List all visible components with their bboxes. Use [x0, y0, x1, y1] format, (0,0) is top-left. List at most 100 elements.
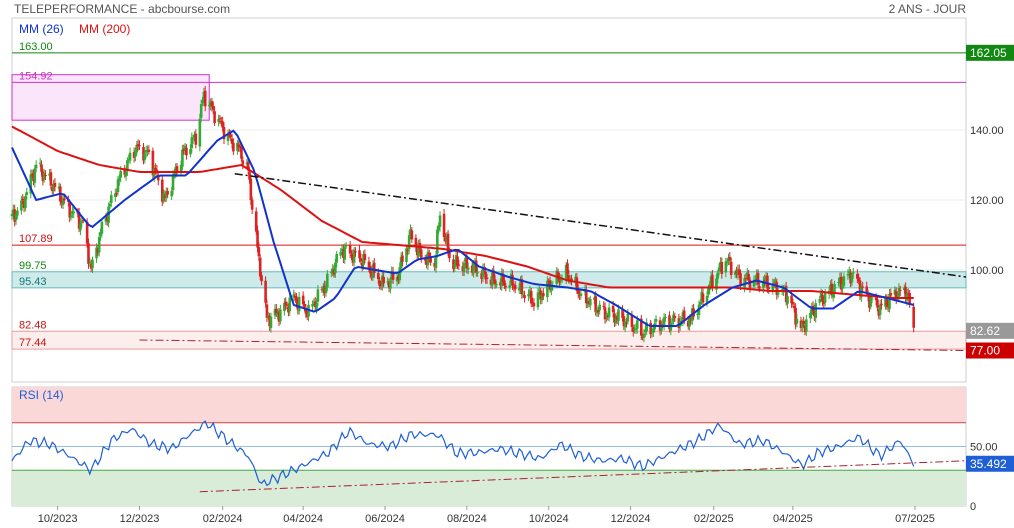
- candle-body: [664, 316, 667, 318]
- candle-body: [427, 253, 431, 258]
- candle-body: [194, 133, 198, 145]
- candle-body: [745, 272, 749, 278]
- candle-body: [151, 150, 155, 176]
- candle-body: [269, 316, 273, 328]
- candle-body: [305, 312, 309, 317]
- candle-body: [203, 90, 207, 107]
- candle-body: [87, 243, 90, 264]
- candle-body: [889, 293, 893, 296]
- candle-body: [894, 291, 898, 300]
- candle-body: [838, 277, 842, 284]
- candle-body: [597, 310, 600, 313]
- candle-body: [519, 280, 522, 290]
- price-badge-82.62: [966, 322, 1014, 339]
- candle-body: [586, 302, 589, 304]
- candle-body: [226, 133, 230, 141]
- candle-body: [476, 271, 479, 274]
- candle-body: [709, 276, 713, 285]
- candle-body: [660, 325, 663, 331]
- candle-body: [850, 274, 854, 283]
- candle-body: [128, 152, 132, 161]
- candle-body: [108, 203, 112, 206]
- candle-body: [672, 314, 675, 322]
- candle-body: [589, 299, 592, 306]
- level-label-95.43: 95.43: [19, 276, 47, 288]
- candle-body: [423, 259, 427, 261]
- candle-body: [391, 271, 395, 280]
- consolidation-zone: [11, 271, 967, 289]
- candle-body: [160, 179, 164, 202]
- candle-body: [81, 220, 85, 222]
- candle-body: [849, 273, 852, 284]
- candle-body: [448, 252, 451, 259]
- candle-body: [179, 164, 183, 172]
- candle-body: [682, 310, 686, 320]
- candle-body: [833, 283, 836, 294]
- candle-body: [50, 187, 54, 192]
- candle-body: [127, 158, 131, 160]
- candle-body: [831, 293, 835, 298]
- candle-body: [686, 320, 690, 327]
- candle-body: [279, 309, 282, 322]
- candle-body: [529, 291, 533, 304]
- candle-body: [454, 255, 458, 265]
- level-label-163.00: 163.00: [19, 41, 53, 53]
- candle-body: [352, 249, 356, 263]
- candle-body: [484, 271, 487, 280]
- x-tick-label: 12/2023: [120, 513, 160, 525]
- candle-body: [166, 190, 169, 195]
- candle-body: [642, 333, 646, 338]
- candle-body: [635, 320, 639, 329]
- candle-body: [857, 277, 860, 282]
- candle-body: [69, 215, 73, 218]
- legend-mm-200-: MM (200): [79, 22, 130, 36]
- candle-body: [481, 267, 485, 278]
- candle-body: [60, 200, 63, 204]
- candle-body: [232, 142, 235, 152]
- candle-body: [495, 284, 498, 286]
- candle-body: [752, 279, 756, 287]
- candle-body: [248, 171, 251, 180]
- price-badge-label: 162.05: [970, 46, 1007, 60]
- x-tick-label: 08/2024: [447, 513, 487, 525]
- candle-body: [57, 186, 61, 189]
- candle-body: [132, 152, 136, 158]
- candle-body: [344, 245, 348, 247]
- candle-body: [876, 299, 879, 308]
- candle-body: [625, 322, 628, 324]
- candle-body: [382, 276, 385, 284]
- candle-body: [134, 150, 137, 157]
- candle-body: [897, 287, 901, 298]
- candle-body: [175, 166, 179, 173]
- candle-body: [829, 284, 832, 290]
- candle-body: [277, 311, 281, 322]
- candle-body: [649, 322, 652, 335]
- chart-source-title: TELEPERFORMANCE - abcbourse.com: [14, 2, 231, 16]
- candle-body: [48, 173, 51, 176]
- candle-body: [907, 292, 910, 294]
- candle-body: [95, 247, 98, 259]
- candle-body: [539, 290, 542, 300]
- candle-body: [735, 270, 738, 274]
- candle-body: [842, 276, 846, 286]
- candle-body: [717, 267, 721, 272]
- candle-body: [739, 273, 742, 286]
- candle-body: [236, 142, 239, 151]
- candle-body: [503, 280, 506, 286]
- candle-body: [32, 172, 35, 182]
- candle-body: [156, 174, 160, 181]
- x-tick-label: 04/2024: [283, 513, 323, 525]
- candle-body: [124, 171, 128, 177]
- candle-body: [13, 209, 16, 222]
- low-zone: [11, 330, 967, 350]
- candle-body: [724, 261, 728, 273]
- candle-body: [538, 289, 541, 291]
- y-tick-label: 120.00: [970, 195, 1004, 207]
- candle-body: [794, 307, 797, 325]
- candle-body: [650, 331, 654, 333]
- candle-body: [381, 275, 384, 286]
- candle-body: [485, 277, 489, 280]
- candle-body: [452, 259, 455, 269]
- candle-body: [593, 297, 596, 300]
- candle-body: [715, 278, 718, 290]
